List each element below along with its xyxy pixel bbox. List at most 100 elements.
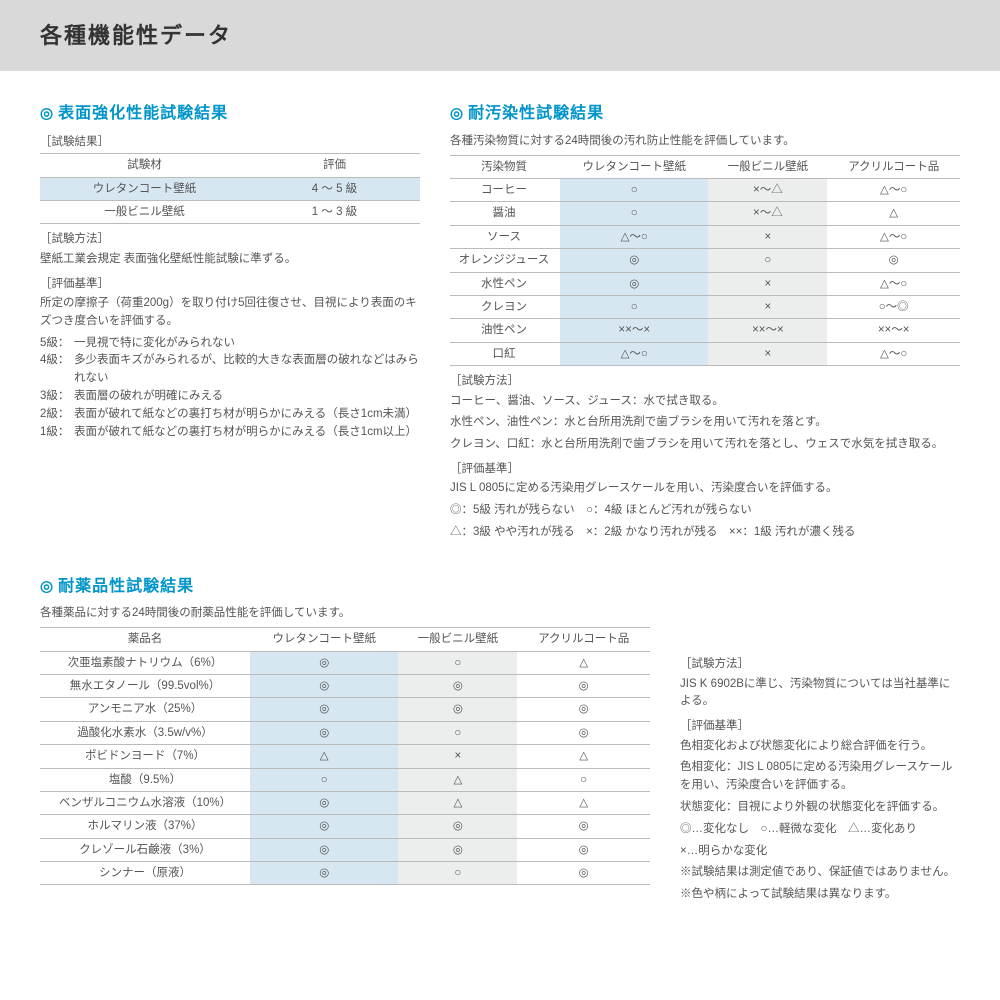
table-cell: ○ — [560, 202, 708, 225]
section1-title: 表面強化性能試験結果 — [40, 101, 420, 127]
s1-r2c1: 一般ビニル壁紙 — [40, 200, 249, 223]
table-cell: △～○ — [827, 178, 960, 201]
s1-table: 試験材評価 ウレタンコート壁紙4 ～ 5 級 一般ビニル壁紙1 ～ 3 級 — [40, 153, 420, 224]
table-cell: ◎ — [250, 791, 398, 814]
s2-h4: アクリルコート品 — [827, 155, 960, 178]
s2-m1: コーヒー、醤油、ソース、ジュース：水で拭き取る。 — [450, 393, 960, 411]
s2-m2: 水性ペン、油性ペン：水と台所用洗剤で歯ブラシを用いて汚れを落とす。 — [450, 414, 960, 432]
section3-title: 耐薬品性試験結果 — [40, 574, 960, 600]
section-surface-strength: 表面強化性能試験結果 ［試験結果］ 試験材評価 ウレタンコート壁紙4 ～ 5 級… — [40, 101, 420, 546]
table-cell: ◎ — [250, 838, 398, 861]
table-cell: ××～× — [827, 319, 960, 342]
s2-b3: △：3級 やや汚れが残る ×：2級 かなり汚れが残る ××：1級 汚れが濃く残る — [450, 524, 960, 542]
table-cell: ◎ — [250, 674, 398, 697]
s1-grades: 5級：一見視で特に変化がみられない 4級：多少表面キズがみられるが、比較的大きな… — [40, 335, 420, 442]
s2-h3: 一般ビニル壁紙 — [708, 155, 827, 178]
table-cell: アンモニア水（25%） — [40, 698, 250, 721]
s2-desc: 各種汚染物質に対する24時間後の汚れ防止性能を評価しています。 — [450, 133, 960, 151]
table-cell: △ — [517, 791, 650, 814]
s3s-b4: ◎…変化なし ○…軽微な変化 △…変化あり — [680, 821, 960, 839]
table-cell: 塩酸（9.5%） — [40, 768, 250, 791]
s1-th1: 試験材 — [40, 154, 249, 177]
s3-h1: 薬品名 — [40, 628, 250, 651]
table-cell: △ — [250, 745, 398, 768]
s3s-base-label: ［評価基準］ — [680, 717, 960, 735]
table-cell: △ — [398, 791, 517, 814]
s1-base: 所定の摩擦子（荷重200g）を取り付け5回往復させ、目視により表面のキズつき度合… — [40, 295, 420, 331]
table-cell: ◎ — [250, 651, 398, 674]
s3-h3: 一般ビニル壁紙 — [398, 628, 517, 651]
table-cell: ◎ — [517, 674, 650, 697]
table-cell: ◎ — [517, 815, 650, 838]
table-cell: ◎ — [560, 249, 708, 272]
g5l: 5級： — [40, 335, 74, 353]
table-cell: ◎ — [250, 862, 398, 885]
table-cell: ◎ — [250, 815, 398, 838]
s1-base-label: ［評価基準］ — [40, 275, 420, 293]
table-cell: × — [708, 272, 827, 295]
table-cell: ◎ — [560, 272, 708, 295]
table-cell: ×～△ — [708, 202, 827, 225]
s1-r1c1: ウレタンコート壁紙 — [40, 177, 249, 200]
s3s-m1: JIS K 6902Bに準じ、汚染物質については当社基準による。 — [680, 676, 960, 712]
s2-method-label: ［試験方法］ — [450, 372, 960, 390]
table-cell: ソース — [450, 225, 560, 248]
s3s-b3: 状態変化：目視により外観の状態変化を評価する。 — [680, 799, 960, 817]
table-cell: ○ — [398, 862, 517, 885]
table-cell: × — [398, 745, 517, 768]
table-cell: 次亜塩素酸ナトリウム（6%） — [40, 651, 250, 674]
table-cell: × — [708, 225, 827, 248]
table-cell: ◎ — [517, 721, 650, 744]
table-cell: ○ — [560, 178, 708, 201]
page-header: 各種機能性データ — [0, 0, 1000, 71]
table-cell: 口紅 — [450, 342, 560, 365]
table-cell: シンナー（原液） — [40, 862, 250, 885]
s1-method: 壁紙工業会規定 表面強化壁紙性能試験に準ずる。 — [40, 251, 420, 269]
table-cell: ○ — [398, 721, 517, 744]
table-cell: △ — [517, 651, 650, 674]
s3s-n1: ※試験結果は測定値であり、保証値ではありません。 — [680, 864, 960, 882]
s1-result-label: ［試験結果］ — [40, 133, 420, 151]
s3s-b1: 色相変化および状態変化により総合評価を行う。 — [680, 738, 960, 756]
table-cell: ××～× — [708, 319, 827, 342]
table-cell: コーヒー — [450, 178, 560, 201]
table-cell: ポビドンヨード（7%） — [40, 745, 250, 768]
table-cell: ◎ — [517, 838, 650, 861]
table-cell: ◎ — [517, 862, 650, 885]
table-cell: ◎ — [398, 838, 517, 861]
s3s-n2: ※色や柄によって試験結果は異なります。 — [680, 886, 960, 904]
table-cell: △～○ — [827, 342, 960, 365]
table-cell: 油性ペン — [450, 319, 560, 342]
s3-side-notes: ［試験方法］ JIS K 6902Bに準じ、汚染物質については当社基準による。 … — [680, 627, 960, 908]
table-cell: クレゾール石鹸液（3%） — [40, 838, 250, 861]
table-cell: ホルマリン液（37%） — [40, 815, 250, 838]
g4l: 4級： — [40, 352, 74, 388]
s1-r2c2: 1 ～ 3 級 — [249, 200, 420, 223]
table-cell: 醤油 — [450, 202, 560, 225]
table-cell: 過酸化水素水（3.5w/v%） — [40, 721, 250, 744]
table-cell: ○ — [250, 768, 398, 791]
s2-table: 汚染物質 ウレタンコート壁紙 一般ビニル壁紙 アクリルコート品 コーヒー○×～△… — [450, 155, 960, 367]
s2-m3: クレヨン、口紅：水と台所用洗剤で歯ブラシを用いて汚れを落とし、ウェスで水気を拭き… — [450, 436, 960, 454]
s2-b1: JIS L 0805に定める汚染用グレースケールを用い、汚染度合いを評価する。 — [450, 480, 960, 498]
s2-h1: 汚染物質 — [450, 155, 560, 178]
g4: 多少表面キズがみられるが、比較的大きな表面層の破れなどはみられない — [74, 352, 420, 388]
table-cell: △ — [398, 768, 517, 791]
s3-h2: ウレタンコート壁紙 — [250, 628, 398, 651]
table-cell: 水性ペン — [450, 272, 560, 295]
s3s-b5: ×…明らかな変化 — [680, 843, 960, 861]
table-cell: ◎ — [398, 674, 517, 697]
table-cell: ◎ — [827, 249, 960, 272]
table-cell: クレヨン — [450, 295, 560, 318]
g3: 表面層の破れが明確にみえる — [74, 388, 223, 406]
table-cell: ××～× — [560, 319, 708, 342]
table-cell: ◎ — [398, 698, 517, 721]
s2-b2: ◎：5級 汚れが残らない ○：4級 ほとんど汚れが残らない — [450, 502, 960, 520]
table-cell: △～○ — [827, 272, 960, 295]
table-cell: ○ — [708, 249, 827, 272]
table-cell: ベンザルコニウム水溶液（10%） — [40, 791, 250, 814]
s3s-method-label: ［試験方法］ — [680, 655, 960, 673]
table-cell: ○～◎ — [827, 295, 960, 318]
s3-h4: アクリルコート品 — [517, 628, 650, 651]
table-cell: オレンジジュース — [450, 249, 560, 272]
